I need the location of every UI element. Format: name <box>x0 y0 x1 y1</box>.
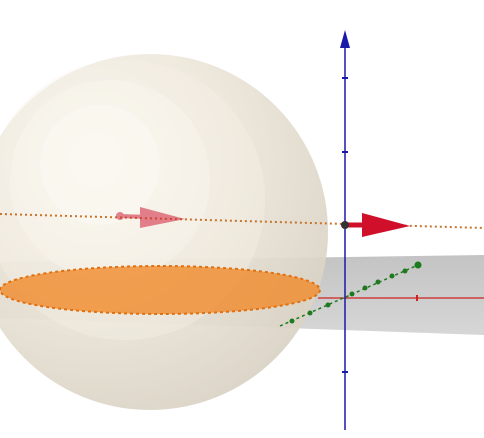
y-axis <box>279 261 422 327</box>
disk <box>0 266 320 314</box>
z-axis <box>340 30 350 430</box>
vector <box>341 213 410 237</box>
vector-ghost <box>116 207 185 228</box>
sphere <box>0 54 328 410</box>
line <box>0 213 484 229</box>
disk-edge <box>0 265 321 315</box>
